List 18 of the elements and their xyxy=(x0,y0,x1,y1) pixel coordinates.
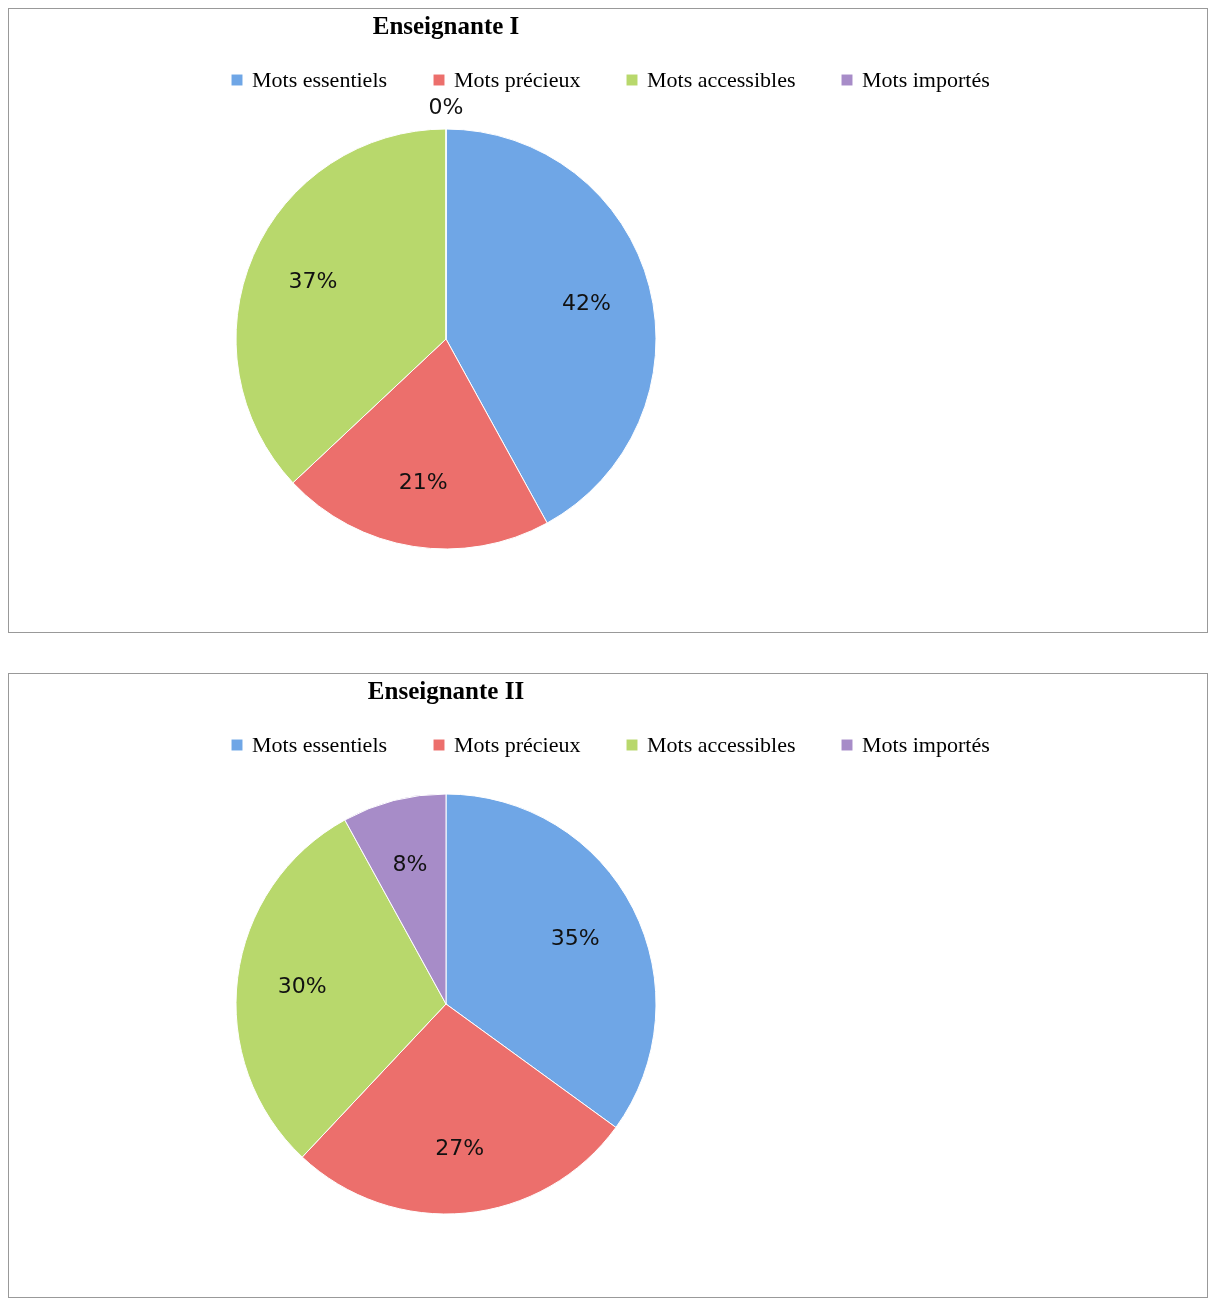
data-label: 21% xyxy=(398,469,448,495)
legend-label: Mots précieux xyxy=(454,732,581,757)
legend-label: Mots précieux xyxy=(454,67,581,92)
legend-label: Mots accessibles xyxy=(647,67,796,92)
data-label: 8% xyxy=(392,850,428,876)
data-label: 37% xyxy=(288,268,338,294)
data-label: 30% xyxy=(277,972,327,998)
legend-label: Mots accessibles xyxy=(647,732,796,757)
legend-label: Mots essentiels xyxy=(252,67,388,92)
text: 0% xyxy=(428,94,464,119)
chart-title: Enseignante I xyxy=(372,12,520,39)
legend-label: Mots essentiels xyxy=(252,732,388,757)
chart-title: Enseignante II xyxy=(367,677,525,704)
data-label: 42% xyxy=(561,289,611,315)
data-label: 35% xyxy=(550,925,600,951)
legend-label: Mots importés xyxy=(862,67,990,92)
legend-label: Mots importés xyxy=(862,732,990,757)
data-label: 27% xyxy=(435,1135,485,1161)
